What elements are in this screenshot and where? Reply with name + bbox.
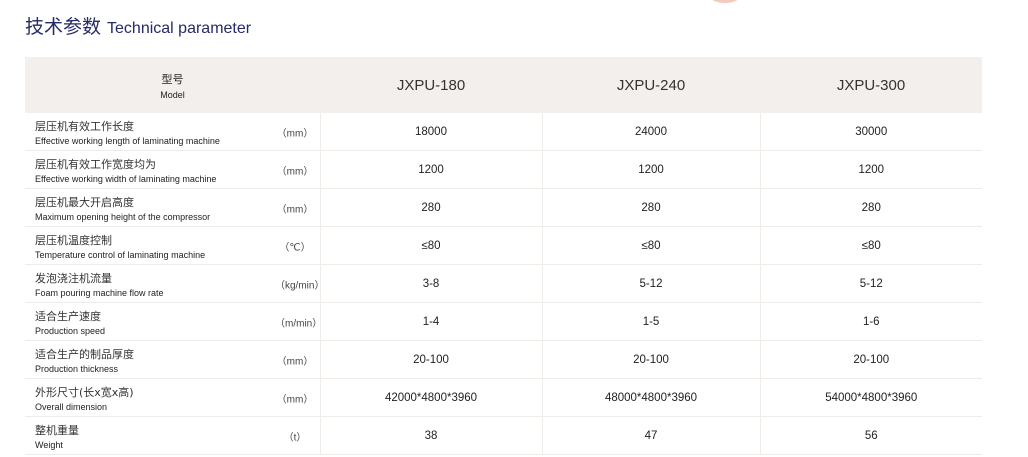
title-cn: 技术参数 — [25, 16, 102, 38]
param-name-en: Effective working width of laminating ma… — [35, 173, 217, 184]
param-name-en: Overall dimension — [35, 401, 108, 412]
param-name-en: Maximum opening height of the compressor — [35, 211, 211, 222]
model-header: JXPU-300 — [760, 57, 982, 113]
model-header: JXPU-180 — [320, 57, 542, 113]
table-row: 适合生产的制品厚度 Production thickness （mm） 20-10… — [25, 340, 982, 379]
param-name-en: Production speed — [35, 325, 106, 336]
param-value: 1200 — [319, 150, 542, 189]
table-row: 适合生产速度 Production speed （m/min） 1-4 1-5 1-6 — [25, 302, 982, 341]
param-unit: （℃） — [279, 242, 311, 253]
param-value: 20-100 — [319, 340, 542, 379]
decoration — [712, 0, 738, 3]
param-value: 38 — [319, 416, 542, 455]
section-title: 技术参数 Technical parameter — [25, 12, 251, 39]
param-value: 30000 — [759, 113, 982, 151]
param-unit: （mm） — [276, 166, 314, 177]
param-value: 1200 — [541, 150, 760, 189]
param-unit: （mm） — [276, 394, 314, 405]
table-row: 层压机有效工作宽度均为 Effective working width of l… — [25, 150, 982, 189]
param-label-cell: 发泡浇注机流量 Foam pouring machine flow rate （… — [25, 264, 325, 303]
param-label-cell: 层压机最大开启高度 Maximum opening height of the … — [25, 188, 320, 227]
param-name-en: Production thickness — [35, 363, 119, 374]
param-value: 280 — [319, 188, 542, 227]
param-value: 18000 — [319, 113, 542, 151]
param-unit: （mm） — [276, 356, 314, 367]
param-name-en: Effective working length of laminating m… — [35, 135, 220, 146]
param-name-cn: 发泡浇注机流量 — [35, 271, 112, 285]
table-row: 层压机有效工作长度 Effective working length of la… — [25, 113, 982, 151]
param-name-cn: 整机重量 — [35, 423, 79, 437]
param-value: ≤80 — [541, 226, 760, 265]
model-label-en: Model — [160, 89, 185, 100]
table-row: 层压机温度控制 Temperature control of laminatin… — [25, 226, 982, 265]
param-name-cn: 适合生产速度 — [35, 309, 101, 323]
param-value: 5-12 — [759, 264, 982, 303]
param-label-cell: 外形尺寸(长x宽x高) Overall dimension （mm） — [25, 378, 320, 417]
param-label-cell: 适合生产的制品厚度 Production thickness （mm） — [25, 340, 320, 379]
param-value: 1200 — [759, 150, 982, 189]
param-value: 48000*4800*3960 — [541, 378, 760, 417]
param-value: 280 — [541, 188, 760, 227]
param-value: 56 — [759, 416, 982, 455]
model-header: JXPU-240 — [542, 57, 760, 113]
header-row: 型号 Model JXPU-180 JXPU-240 JXPU-300 — [25, 57, 982, 113]
table-row: 层压机最大开启高度 Maximum opening height of the … — [25, 188, 982, 227]
param-name-cn: 层压机温度控制 — [35, 233, 112, 247]
param-value: 1-5 — [541, 302, 760, 341]
param-label-cell: 整机重量 Weight （t） — [25, 416, 320, 455]
param-value: 1-6 — [759, 302, 982, 341]
param-value: 3-8 — [319, 264, 542, 303]
param-value: ≤80 — [319, 226, 542, 265]
param-value: 1-4 — [319, 302, 542, 341]
param-value: 20-100 — [541, 340, 760, 379]
title-en: Technical parameter — [107, 20, 252, 37]
param-unit: （mm） — [276, 204, 314, 215]
param-label-cell: 层压机有效工作宽度均为 Effective working width of l… — [25, 150, 320, 189]
param-label-cell: 适合生产速度 Production speed （m/min） — [25, 302, 323, 341]
param-name-cn: 层压机最大开启高度 — [35, 195, 134, 209]
param-value: ≤80 — [759, 226, 982, 265]
param-value: 280 — [759, 188, 982, 227]
param-name-cn: 层压机有效工作宽度均为 — [35, 157, 156, 171]
param-unit: （t） — [283, 432, 307, 443]
param-label-cell: 层压机温度控制 Temperature control of laminatin… — [25, 226, 320, 265]
param-value: 47 — [541, 416, 760, 455]
param-unit: （kg/min） — [275, 280, 325, 291]
spec-table: 型号 Model JXPU-180 JXPU-240 JXPU-300 层压机有… — [25, 57, 982, 455]
param-value: 24000 — [541, 113, 760, 151]
model-label-cell: 型号 Model — [25, 57, 320, 113]
param-value: 54000*4800*3960 — [759, 378, 982, 417]
table-row: 整机重量 Weight （t） 38 47 56 — [25, 416, 982, 455]
param-value: 20-100 — [759, 340, 982, 379]
param-label-cell: 层压机有效工作长度 Effective working length of la… — [25, 113, 320, 151]
param-unit: （m/min） — [275, 318, 323, 329]
table-row: 外形尺寸(长x宽x高) Overall dimension （mm） 42000*… — [25, 378, 982, 417]
param-name-cn: 层压机有效工作长度 — [35, 119, 134, 133]
param-name-en: Temperature control of laminating machin… — [35, 249, 206, 260]
param-name-en: Foam pouring machine flow rate — [35, 287, 164, 298]
table-row: 发泡浇注机流量 Foam pouring machine flow rate （… — [25, 264, 982, 303]
param-unit: （mm） — [276, 128, 314, 139]
param-name-en: Weight — [35, 439, 63, 450]
param-value: 5-12 — [541, 264, 760, 303]
param-name-cn: 适合生产的制品厚度 — [35, 347, 134, 361]
model-label-cn: 型号 — [161, 72, 184, 86]
param-value: 42000*4800*3960 — [319, 378, 542, 417]
param-name-cn: 外形尺寸(长x宽x高) — [35, 385, 134, 399]
